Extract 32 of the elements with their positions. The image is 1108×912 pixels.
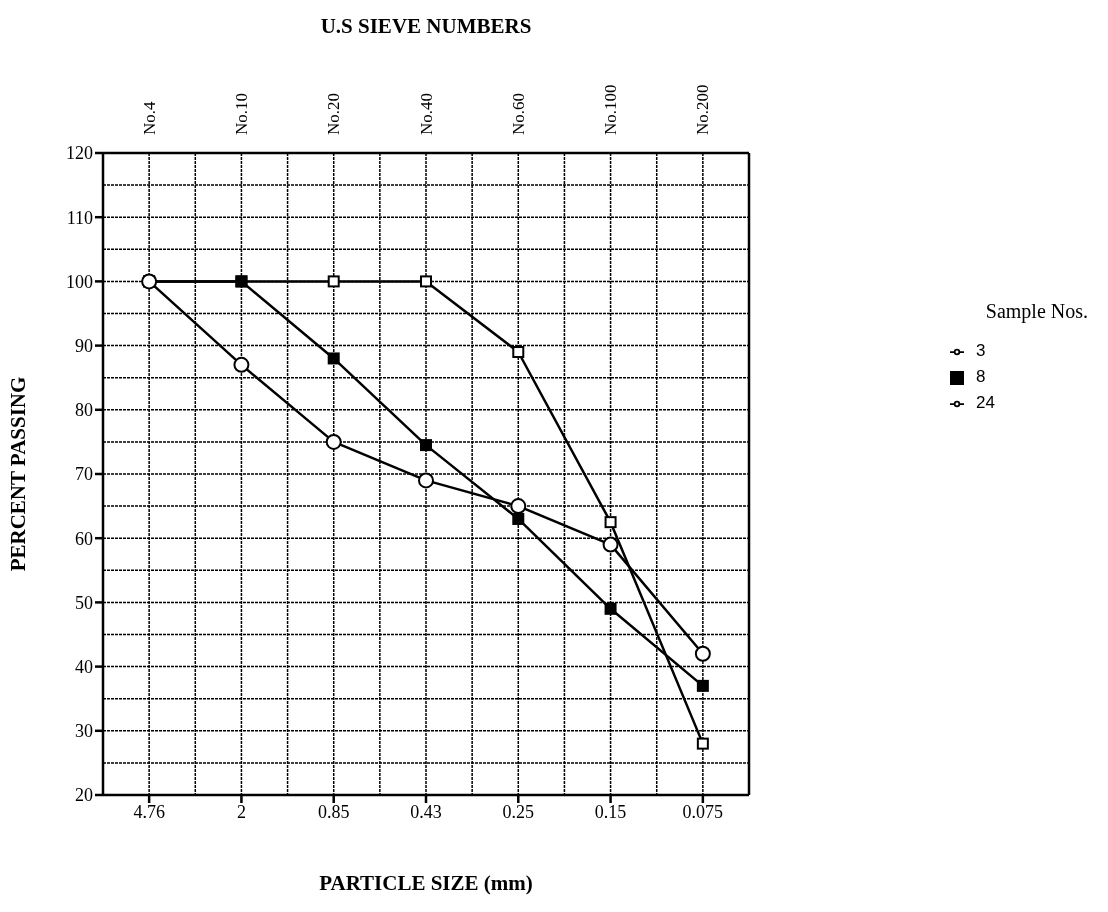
text: No.200 bbox=[693, 84, 713, 135]
legend-title: Sample Nos. bbox=[985, 300, 1088, 323]
y-tick-label: 110 bbox=[66, 207, 93, 228]
y-tick-label: 120 bbox=[66, 143, 93, 164]
y-tick-label: 90 bbox=[75, 335, 93, 356]
legend-label: 24 bbox=[976, 393, 995, 412]
x2-axis-title: U.S SIEVE NUMBERS bbox=[320, 13, 532, 38]
text: No.100 bbox=[601, 84, 621, 135]
x-tick-label: 0.85 bbox=[317, 801, 350, 822]
y-tick-label: 30 bbox=[75, 721, 93, 742]
text: No.4 bbox=[139, 100, 159, 135]
y-tick-label: 40 bbox=[75, 656, 93, 677]
x-tick-label: 2 bbox=[236, 801, 246, 822]
x-tick-label: 4.76 bbox=[133, 801, 165, 822]
y-tick-label: 100 bbox=[66, 271, 93, 292]
x-tick-label: 0.075 bbox=[682, 801, 724, 822]
text: No.60 bbox=[508, 92, 528, 135]
text: No.40 bbox=[416, 92, 436, 135]
y-tick-label: 50 bbox=[75, 592, 93, 613]
text: No.10 bbox=[231, 92, 251, 135]
text: No.20 bbox=[324, 92, 344, 135]
y-tick-label: 20 bbox=[75, 785, 93, 806]
y-axis-title: PERCENT PASSING bbox=[6, 376, 31, 572]
x-axis-title: PARTICLE SIZE (mm) bbox=[319, 871, 533, 895]
legend-label: 8 bbox=[976, 367, 986, 386]
y-tick-label: 80 bbox=[75, 400, 93, 421]
y-tick-label: 60 bbox=[75, 528, 93, 549]
x-tick-label: 0.43 bbox=[410, 801, 442, 822]
legend-label: 3 bbox=[976, 341, 986, 360]
y-tick-label: 70 bbox=[75, 464, 93, 485]
x-tick-label: 0.25 bbox=[502, 801, 535, 822]
x-tick-label: 0.15 bbox=[594, 801, 627, 822]
